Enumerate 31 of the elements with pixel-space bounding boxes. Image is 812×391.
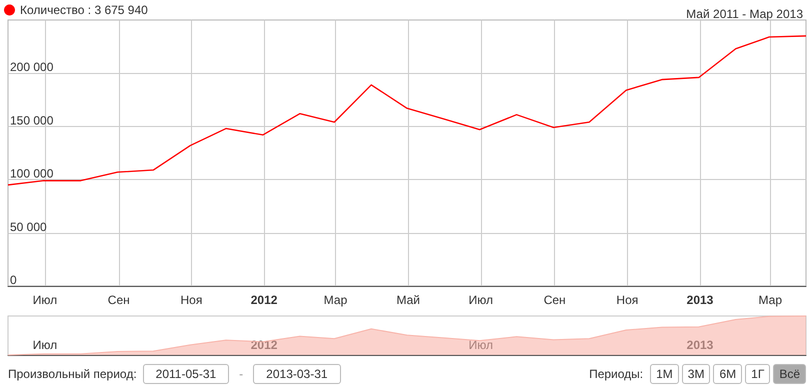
period-button: 1М — [650, 364, 679, 384]
period-button: Всё — [773, 364, 806, 384]
x-tick-label: Сен — [108, 293, 130, 307]
text: Произвольный период: — [8, 366, 137, 380]
x-tick-label: Июл — [468, 338, 494, 352]
period-button: 3М — [682, 364, 710, 384]
x-tick-label: 2013 — [686, 338, 714, 352]
y-tick-label: 200 000 — [10, 60, 54, 74]
text: - — [239, 366, 244, 380]
y-tick-label: 100 000 — [10, 166, 54, 181]
x-tick-label: Июл — [32, 293, 58, 307]
x-tick-label: 2012 — [250, 293, 278, 307]
period-button: 1Г — [745, 364, 770, 384]
x-tick-label: 2013 — [686, 293, 714, 307]
y-tick-label: 150 000 — [10, 113, 54, 128]
period-button: 6М — [713, 364, 742, 384]
x-tick-label: Июл — [32, 338, 58, 352]
x-tick-label: Мар — [324, 293, 348, 307]
x-tick-label: Мар — [758, 293, 782, 307]
chart-title: Май 2011 - Мар 2013 — [686, 7, 804, 21]
y-tick-label: 50 000 — [10, 220, 48, 234]
x-tick-label: Июл — [468, 293, 494, 307]
x-tick-label: Май — [396, 293, 420, 307]
x-tick-label: Ноя — [616, 293, 638, 307]
start-date-field: 2011-05-31 — [142, 364, 230, 384]
end-date-field: 2013-03-31 — [253, 364, 341, 384]
text: Периоды: — [589, 366, 644, 380]
x-tick-label: Сен — [544, 293, 566, 307]
legend-label: Количество : 3 675 940 — [20, 3, 148, 17]
x-tick-label: Ноя — [180, 293, 202, 307]
y-tick-label: 0 — [10, 273, 17, 287]
